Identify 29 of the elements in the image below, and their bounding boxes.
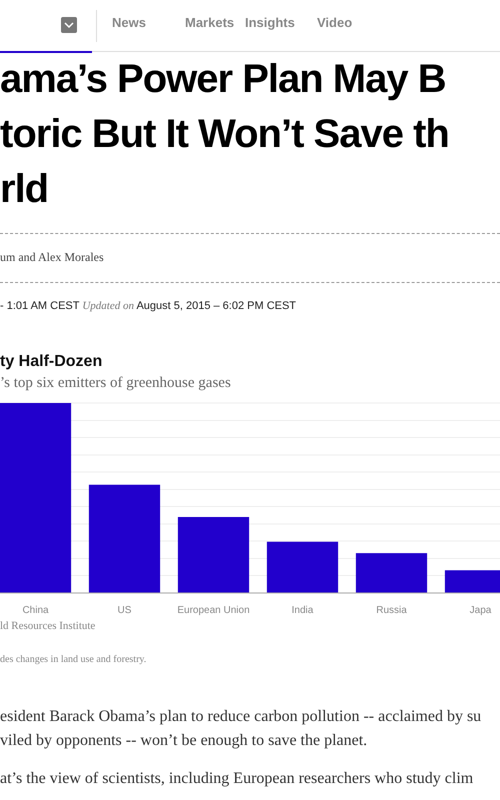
x-tick-label: India <box>292 604 314 616</box>
chart-subtitle: ’s top six emitters of greenhouse gases <box>0 375 231 392</box>
text: ama’s Power Plan May B <box>0 57 446 101</box>
x-tick-label: Japa <box>470 604 492 616</box>
bar <box>266 542 338 592</box>
text: - 1:01 AM CEST <box>0 300 80 312</box>
text: Video <box>317 15 352 30</box>
text: News <box>112 15 146 30</box>
text: toric But It Won’t Save th <box>0 112 449 156</box>
text: rld <box>0 167 48 211</box>
bar <box>88 484 160 592</box>
x-tick-label: European Union <box>177 604 250 616</box>
text: at’s the view of scientists, including European researchers who study clim <box>0 770 474 788</box>
text: August 5, 2015 – 6:02 PM CEST <box>136 300 296 312</box>
text: ld Resources Institute <box>0 620 96 632</box>
x-tick-label: US <box>118 604 132 616</box>
x-tick-label: Russia <box>376 604 408 616</box>
text: Updated on <box>82 300 134 312</box>
bar <box>178 517 250 592</box>
text: Insights <box>245 15 295 30</box>
text: Markets <box>185 15 234 30</box>
chart-title: ty Half-Dozen <box>0 353 102 371</box>
x-tick-label: China <box>22 604 49 616</box>
bar <box>356 553 428 592</box>
text: esident Barack Obama’s plan to reduce carbon pollution -- acclaimed by su <box>0 708 482 726</box>
bar <box>0 403 72 592</box>
text: um and Alex Morales <box>0 250 104 265</box>
text: viled by opponents -- won’t be enough to save the planet. <box>0 732 368 750</box>
text: des changes in land use and forestry. <box>0 654 146 665</box>
